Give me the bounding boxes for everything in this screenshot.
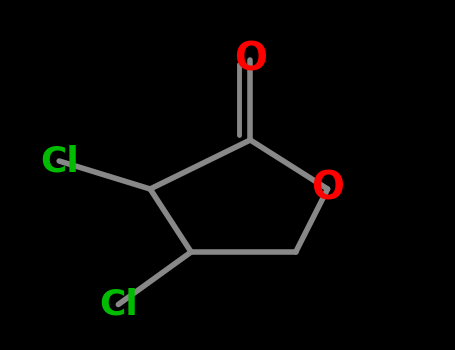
Text: O: O bbox=[311, 170, 344, 208]
Text: O: O bbox=[234, 41, 267, 78]
Text: Cl: Cl bbox=[99, 287, 138, 322]
Text: Cl: Cl bbox=[40, 144, 79, 178]
